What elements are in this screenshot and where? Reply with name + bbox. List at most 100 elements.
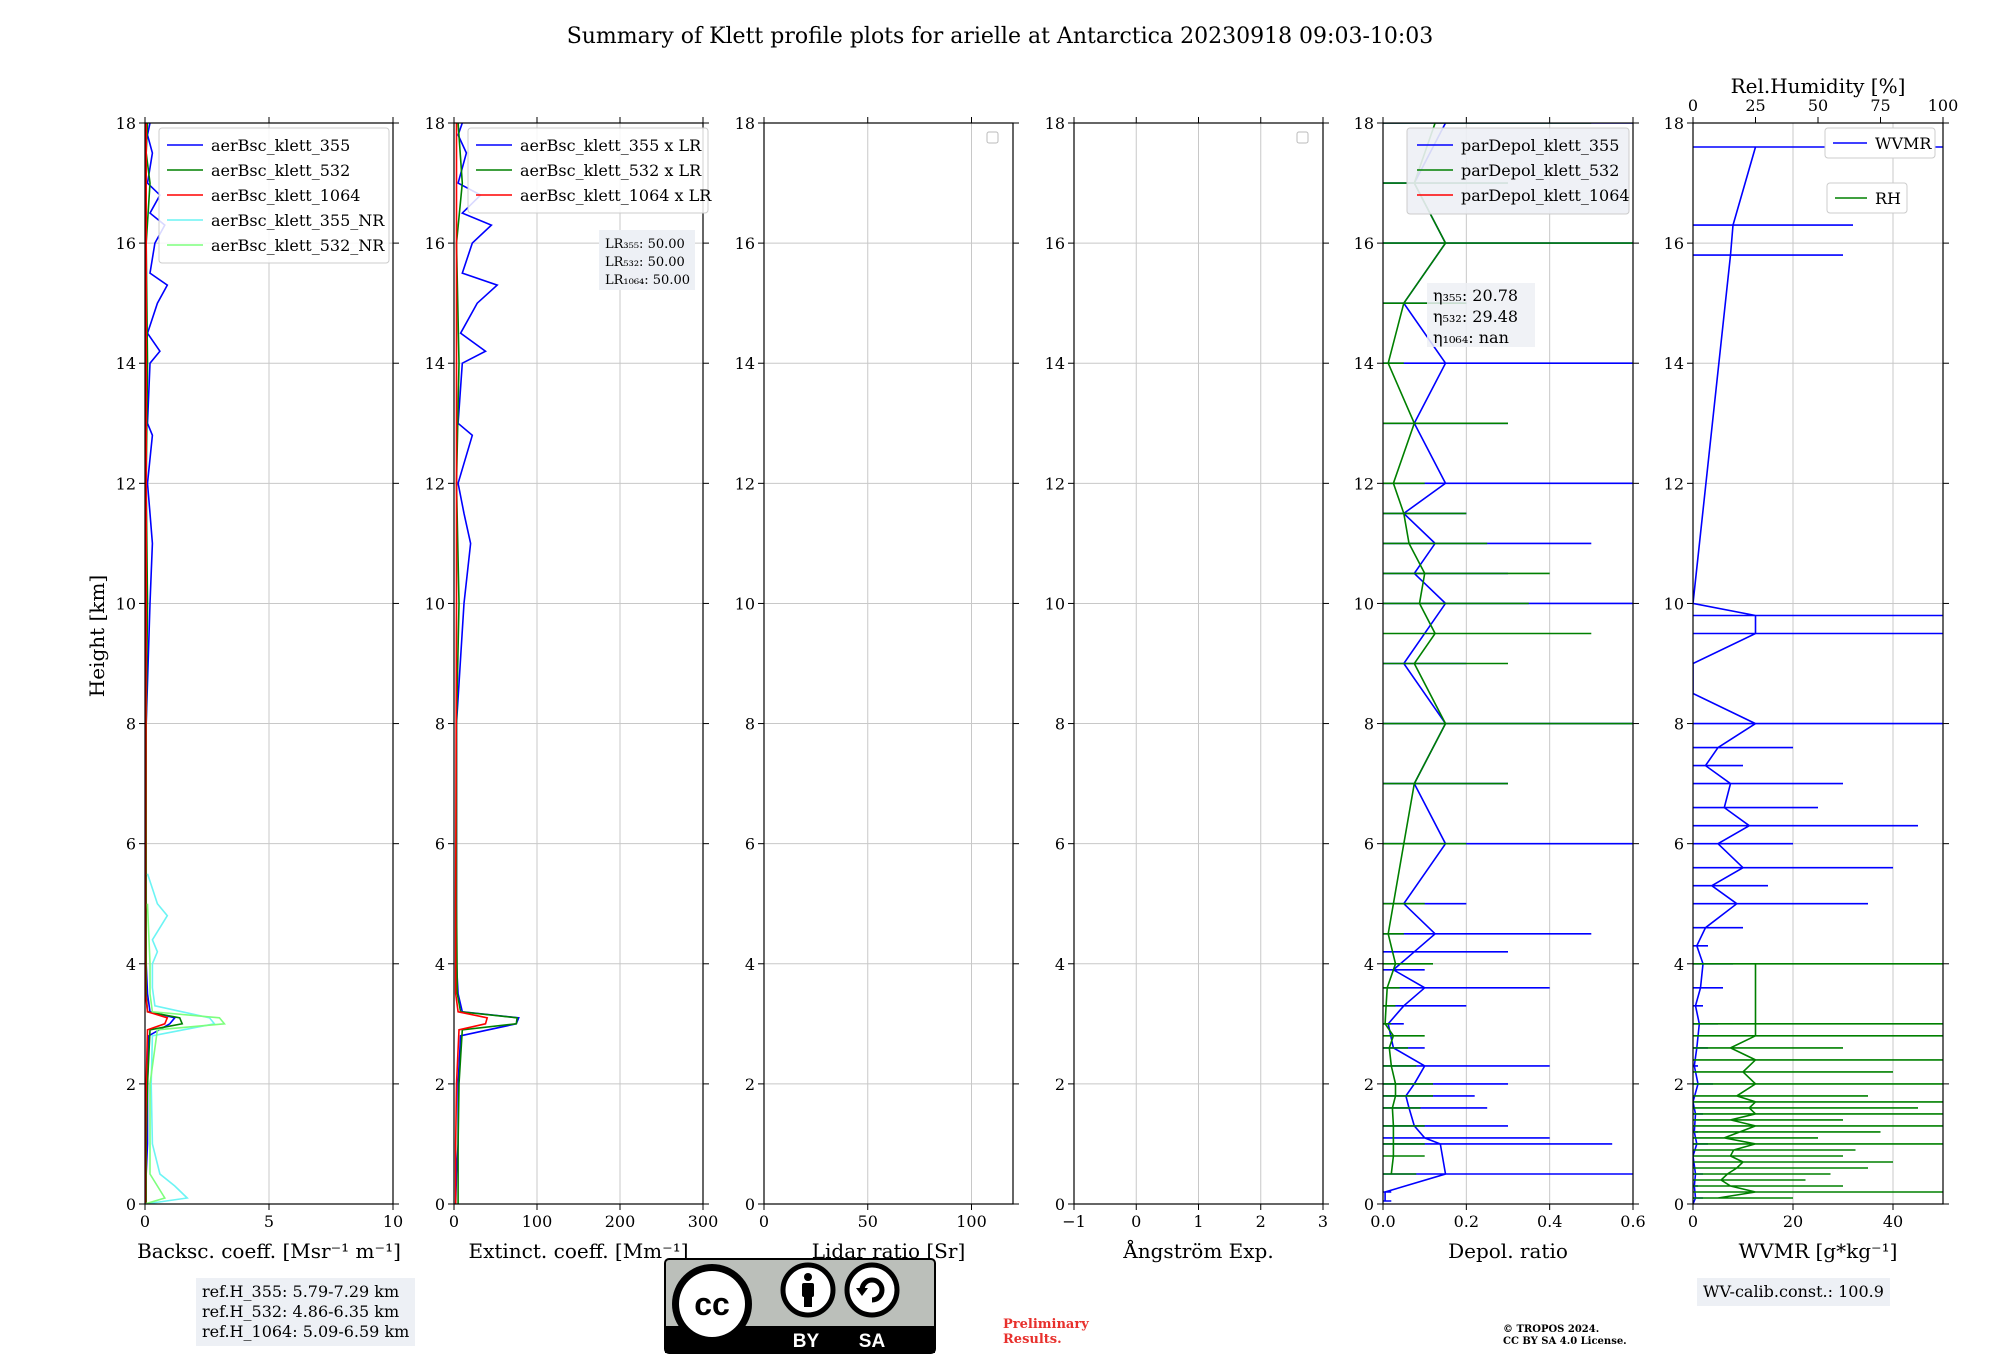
axes-frame <box>1692 122 1944 1205</box>
panel-depol: 0.0 0.2 0.4 0.6 Depol. ratio 0 2 4 6 8 10 12 14 16 18 p… <box>1354 114 1646 1263</box>
x-tick-label: 300 <box>688 1212 719 1231</box>
y-tick-label: 2 <box>1055 1075 1065 1094</box>
y-tick-label: 10 <box>1354 594 1374 613</box>
legend-box-wvmr <box>1824 127 1936 159</box>
y-tick-label: 14 <box>116 354 136 373</box>
y-tick-label: 6 <box>1364 835 1374 854</box>
copyright-notice: © TROPOS 2024. CC BY SA 4.0 License. <box>1503 1324 1627 1348</box>
x-axis-label: Extinct. coeff. [Mm⁻¹] <box>468 1239 688 1263</box>
x-axis-label: Ångström Exp. <box>1122 1238 1273 1263</box>
series-line-aerBsc_klett_355 x LR <box>454 123 520 1204</box>
x-axis-label: Depol. ratio <box>1448 1239 1568 1263</box>
y-tick-label: 6 <box>126 835 136 854</box>
legend-label: aerBsc_klett_532 <box>211 161 350 180</box>
y-tick-label: 2 <box>1674 1075 1684 1094</box>
y-tick-label: 10 <box>1664 594 1684 613</box>
legend-box <box>467 127 709 214</box>
x-tick-label: −1 <box>1062 1212 1086 1231</box>
y-tick-label: 16 <box>1045 234 1065 253</box>
empty-legend-box <box>1296 131 1309 144</box>
axes-frame <box>453 122 704 1205</box>
top-x-tick-label: 50 <box>1808 96 1828 115</box>
y-tick-label: 14 <box>425 354 445 373</box>
x-tick-label: 10 <box>383 1212 403 1231</box>
y-tick-label: 2 <box>1364 1075 1374 1094</box>
x-tick-label: 0.0 <box>1370 1212 1395 1231</box>
y-tick-label: 14 <box>1664 354 1684 373</box>
legend-label: aerBsc_klett_1064 <box>211 186 360 205</box>
preliminary-notice: Preliminary Results. <box>1003 1317 1089 1347</box>
y-tick-label: 12 <box>735 474 755 493</box>
copyright-line-1: © TROPOS 2024. <box>1503 1324 1600 1335</box>
y-tick-label: 6 <box>1674 835 1684 854</box>
attribution-person-icon <box>780 1262 836 1318</box>
legend-label: WVMR <box>1875 134 1932 153</box>
annotation-line: LR₅₃₂: 50.00 <box>605 255 685 270</box>
y-tick-label: 2 <box>435 1075 445 1094</box>
legend-label: RH <box>1875 189 1901 208</box>
series-line-RH <box>1693 963 1943 1199</box>
wv-calibration-constant: WV-calib.const.: 100.9 <box>1703 1282 1884 1301</box>
y-tick-label: 0 <box>435 1195 445 1214</box>
y-tick-label: 4 <box>435 955 445 974</box>
top-x-tick-label: 100 <box>1928 96 1959 115</box>
calibration-annotation: η₃₅₅: 20.78 η₅₃₂: 29.48 η₁₀₆₄: nan <box>1427 283 1535 347</box>
x-tick-label: 40 <box>1883 1212 1903 1231</box>
y-tick-label: 18 <box>1354 114 1374 133</box>
series-group <box>454 123 520 1204</box>
y-tick-label: 16 <box>116 234 136 253</box>
x-tick-label: 0 <box>140 1212 150 1231</box>
cc-by-label: BY <box>793 1331 820 1352</box>
x-axis-label: Backsc. coeff. [Msr⁻¹ m⁻¹] <box>137 1239 401 1263</box>
x-tick-label: 0.4 <box>1537 1212 1562 1231</box>
x-tick-label: 0 <box>1131 1212 1141 1231</box>
y-tick-label: 16 <box>1664 234 1684 253</box>
series-line-aerBsc_klett_1064 x LR <box>454 123 489 1204</box>
figure-title: Summary of Klett profile plots for ariel… <box>567 24 1434 49</box>
y-tick-label: 2 <box>745 1075 755 1094</box>
svg-text:cc: cc <box>694 1286 730 1322</box>
annotation-box <box>599 230 695 290</box>
series-line-aerBsc_klett_1064 <box>145 123 169 1204</box>
x-tick-label: 5 <box>264 1212 274 1231</box>
cc-by-sa-badge[interactable]: cc BY SA <box>664 1258 936 1354</box>
y-tick-label: 10 <box>735 594 755 613</box>
y-tick-label: 8 <box>126 715 136 734</box>
series-line-WVMR <box>1693 146 1943 1204</box>
y-tick-label: 8 <box>435 715 445 734</box>
x-tick-label: 50 <box>858 1212 878 1231</box>
empty-legend-box <box>986 131 999 144</box>
y-tick-label: 8 <box>1055 715 1065 734</box>
y-tick-label: 2 <box>126 1075 136 1094</box>
x-tick-label: 3 <box>1318 1212 1328 1231</box>
y-tick-label: 18 <box>425 114 445 133</box>
ref-height-1064: ref.H_1064: 5.09-6.59 km <box>202 1322 410 1341</box>
y-tick-label: 16 <box>425 234 445 253</box>
x-tick-label: 2 <box>1256 1212 1266 1231</box>
series-line-aerBsc_klett_532 x LR <box>455 123 519 1204</box>
legend-label: aerBsc_klett_1064 x LR <box>520 186 712 205</box>
y-tick-label: 0 <box>1364 1195 1374 1214</box>
x-tick-label: 0.6 <box>1620 1212 1645 1231</box>
y-axis-label: Height [km] <box>85 575 109 697</box>
annotation-line: LR₁₀₆₄: 50.00 <box>605 273 690 288</box>
legend-label: aerBsc_klett_532_NR <box>211 236 385 255</box>
top-x-tick-label: 25 <box>1745 96 1765 115</box>
series-line-aerBsc_klett_355_NR <box>145 873 216 1204</box>
cc-sa-label: SA <box>859 1331 886 1352</box>
x-tick-label: 100 <box>522 1212 553 1231</box>
lidar-ratio-annotation: LR₃₅₅: 50.00 LR₅₃₂: 50.00 LR₁₀₆₄: 50.00 <box>599 230 695 290</box>
legend: WVMR RH <box>1824 127 1936 214</box>
legend-label: aerBsc_klett_355 <box>211 136 350 155</box>
series-line-aerBsc_klett_355 <box>145 123 177 1204</box>
wv-calibration-box: WV-calib.const.: 100.9 <box>1697 1278 1890 1306</box>
y-tick-label: 16 <box>735 234 755 253</box>
y-tick-label: 6 <box>745 835 755 854</box>
y-tick-label: 12 <box>1354 474 1374 493</box>
top-x-tick-label: 0 <box>1688 96 1698 115</box>
cc-logo-icon: cc <box>672 1264 752 1344</box>
ref-height-532: ref.H_532: 4.86-6.35 km <box>202 1302 400 1321</box>
